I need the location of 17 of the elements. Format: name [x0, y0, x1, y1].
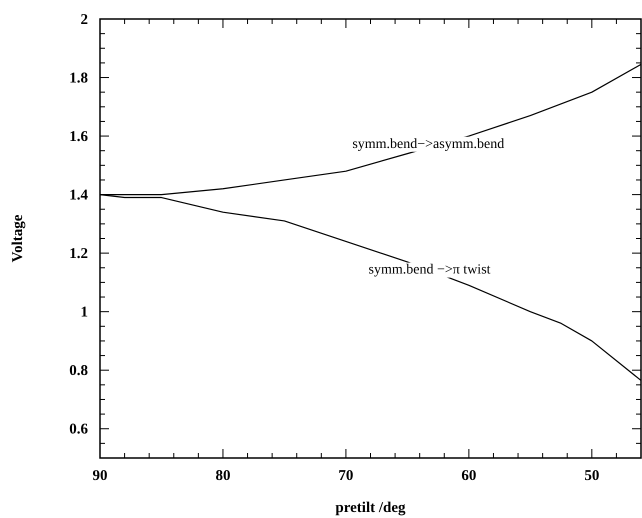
- y-tick-label: 1.2: [69, 246, 88, 262]
- x-tick-label: 50: [584, 468, 600, 484]
- x-tick-label: 80: [215, 468, 230, 484]
- y-tick-label: 1.8: [69, 70, 88, 87]
- y-tick-label: 1.6: [69, 129, 88, 146]
- x-tick-label: 60: [461, 468, 476, 484]
- y-tick-label: 0.8: [69, 363, 88, 380]
- x-tick-label: 70: [338, 468, 354, 484]
- annotation: symm.bend −>π twist: [368, 262, 491, 278]
- y-tick-label: 1: [80, 304, 88, 321]
- y-axis-title: Voltage: [10, 214, 26, 262]
- y-tick-label: 0.6: [69, 422, 88, 438]
- x-axis-title: pretilt /deg: [335, 500, 406, 516]
- y-tick-label: 2: [80, 12, 88, 28]
- annotation: symm.bend−>asymm.bend: [352, 136, 504, 152]
- y-tick-label: 1.4: [69, 188, 88, 204]
- x-tick-label: 90: [92, 468, 108, 484]
